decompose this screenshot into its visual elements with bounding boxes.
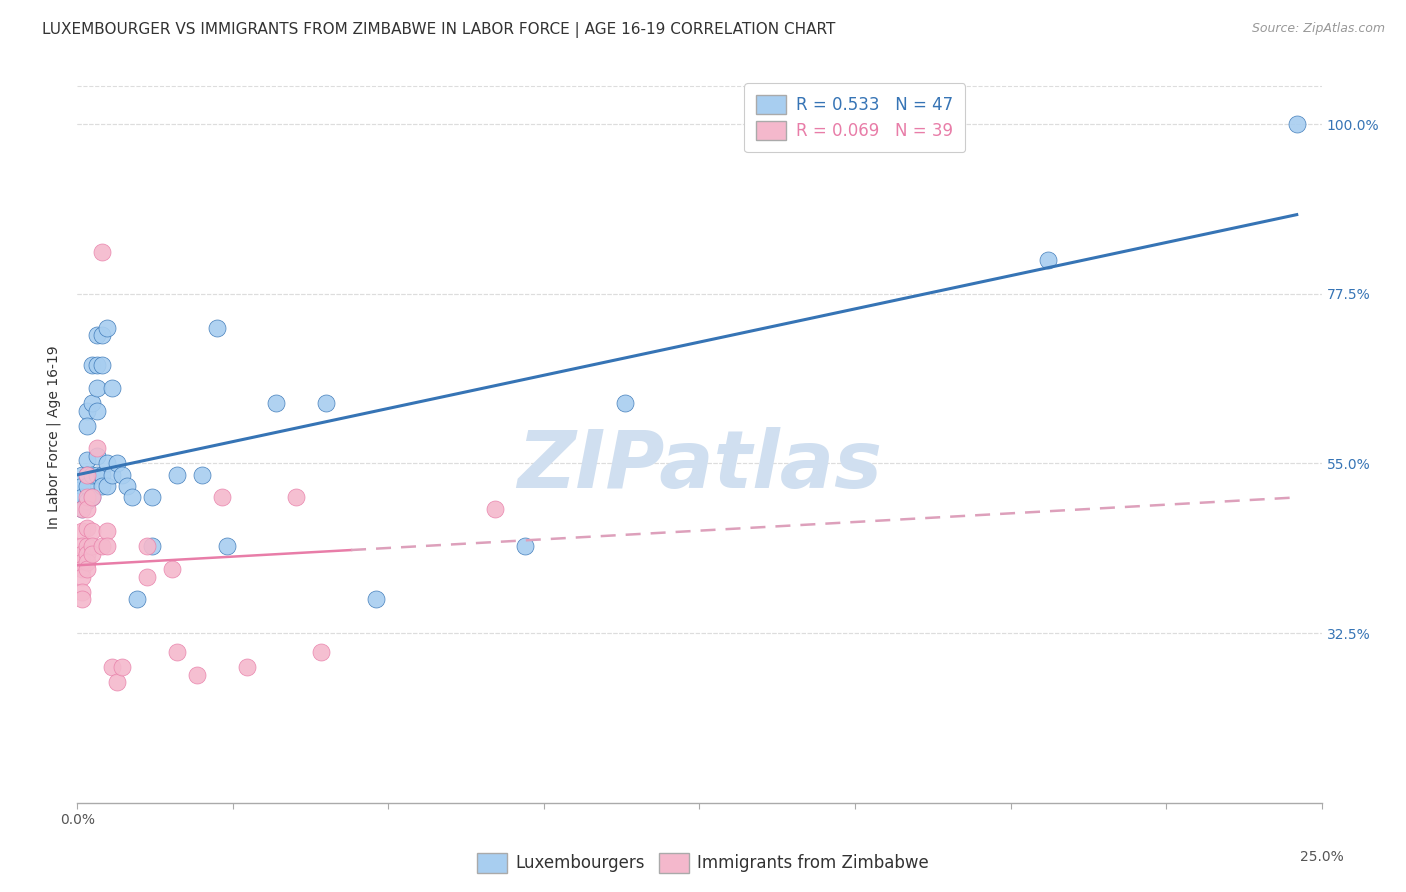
Point: [235, 660, 257, 674]
Point: [86, 403, 108, 417]
Point: [96, 457, 118, 471]
Text: Source: ZipAtlas.com: Source: ZipAtlas.com: [1251, 22, 1385, 36]
Point: [111, 467, 134, 482]
Point: [96, 524, 118, 539]
Text: 25.0%: 25.0%: [1299, 850, 1344, 864]
Point: [1285, 117, 1308, 131]
Point: [91, 328, 114, 343]
Point: [76, 554, 98, 568]
Point: [91, 479, 114, 493]
Point: [76, 467, 98, 482]
Point: [82, 359, 104, 373]
Point: [72, 569, 94, 583]
Point: [72, 524, 94, 539]
Point: [515, 540, 537, 554]
Point: [82, 540, 104, 554]
Point: [96, 540, 118, 554]
Point: [86, 381, 108, 395]
Point: [364, 592, 387, 607]
Point: [191, 467, 214, 482]
Point: [101, 660, 124, 674]
Point: [91, 359, 114, 373]
Point: [309, 645, 332, 659]
Point: [96, 320, 118, 334]
Point: [315, 396, 337, 410]
Point: [82, 467, 104, 482]
Point: [86, 449, 108, 463]
Point: [166, 645, 188, 659]
Point: [72, 491, 94, 505]
Point: [105, 675, 128, 690]
Point: [484, 501, 506, 516]
Point: [96, 479, 118, 493]
Legend: Luxembourgers, Immigrants from Zimbabwe: Luxembourgers, Immigrants from Zimbabwe: [471, 847, 935, 880]
Point: [111, 660, 134, 674]
Point: [86, 328, 108, 343]
Point: [72, 540, 94, 554]
Point: [613, 396, 636, 410]
Point: [115, 479, 138, 493]
Point: [72, 562, 94, 576]
Point: [166, 467, 188, 482]
Point: [215, 540, 238, 554]
Point: [72, 584, 94, 599]
Point: [72, 479, 94, 493]
Point: [76, 403, 98, 417]
Point: [72, 501, 94, 516]
Point: [125, 592, 148, 607]
Point: [76, 520, 98, 534]
Point: [76, 452, 98, 467]
Point: [76, 547, 98, 561]
Point: [72, 592, 94, 607]
Point: [72, 501, 94, 516]
Point: [86, 442, 108, 456]
Point: [121, 491, 143, 505]
Point: [101, 381, 124, 395]
Point: [72, 467, 94, 482]
Point: [72, 547, 94, 561]
Point: [141, 540, 163, 554]
Point: [72, 554, 94, 568]
Point: [101, 467, 124, 482]
Point: [266, 396, 288, 410]
Point: [1036, 252, 1059, 267]
Point: [136, 569, 159, 583]
Point: [76, 491, 98, 505]
Point: [141, 491, 163, 505]
Legend: R = 0.533   N = 47, R = 0.069   N = 39: R = 0.533 N = 47, R = 0.069 N = 39: [744, 83, 965, 152]
Point: [76, 418, 98, 433]
Text: LUXEMBOURGER VS IMMIGRANTS FROM ZIMBABWE IN LABOR FORCE | AGE 16-19 CORRELATION : LUXEMBOURGER VS IMMIGRANTS FROM ZIMBABWE…: [42, 22, 835, 38]
Text: ZIPatlas: ZIPatlas: [517, 427, 882, 506]
Point: [211, 491, 233, 505]
Point: [76, 501, 98, 516]
Point: [76, 479, 98, 493]
Point: [105, 457, 128, 471]
Point: [82, 396, 104, 410]
Point: [76, 562, 98, 576]
Point: [82, 491, 104, 505]
Point: [86, 467, 108, 482]
Point: [136, 540, 159, 554]
Point: [86, 359, 108, 373]
Y-axis label: In Labor Force | Age 16-19: In Labor Force | Age 16-19: [46, 345, 62, 529]
Point: [76, 494, 98, 508]
Point: [91, 245, 114, 260]
Point: [91, 467, 114, 482]
Point: [186, 667, 208, 681]
Point: [76, 467, 98, 482]
Point: [205, 320, 228, 334]
Point: [82, 547, 104, 561]
Point: [160, 562, 183, 576]
Point: [82, 524, 104, 539]
Point: [76, 540, 98, 554]
Point: [82, 491, 104, 505]
Point: [285, 491, 308, 505]
Point: [91, 540, 114, 554]
